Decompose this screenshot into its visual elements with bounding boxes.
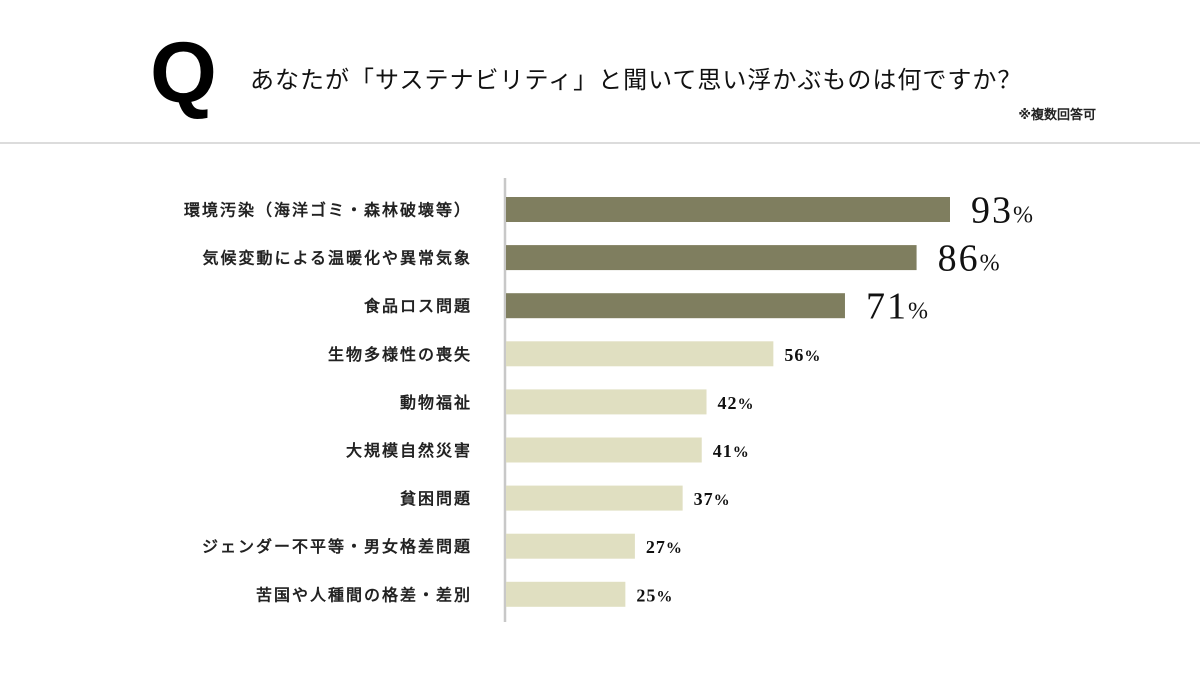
- divider: [0, 142, 1200, 144]
- value-unit: %: [733, 444, 750, 461]
- category-label: 生物多様性の喪失: [328, 345, 472, 364]
- value-number: 71: [866, 286, 908, 328]
- bar: [506, 581, 626, 607]
- value-unit: %: [666, 540, 683, 557]
- value-unit: %: [1013, 203, 1035, 229]
- bar: [506, 437, 702, 463]
- value-label: 93%: [971, 190, 1035, 232]
- category-label: 大規模自然災害: [346, 441, 472, 460]
- value-label: 86%: [938, 238, 1002, 280]
- value-number: 25: [636, 585, 656, 605]
- value-number: 56: [784, 345, 804, 365]
- multiple-answer-note: ※複数回答可: [1018, 108, 1096, 123]
- value-number: 37: [694, 489, 714, 509]
- value-unit: %: [714, 492, 731, 509]
- category-label: ジェンダー不平等・男女格差問題: [202, 537, 472, 556]
- value-number: 86: [938, 238, 980, 280]
- value-label: 37%: [694, 489, 731, 509]
- value-number: 27: [646, 537, 666, 557]
- value-label: 56%: [784, 345, 821, 365]
- value-label: 41%: [713, 441, 750, 461]
- value-number: 42: [718, 393, 738, 413]
- category-label: 動物福祉: [400, 393, 472, 412]
- category-label: 食品ロス問題: [363, 297, 472, 316]
- value-unit: %: [804, 348, 821, 365]
- value-unit: %: [908, 299, 930, 325]
- bar: [506, 197, 950, 222]
- value-label: 27%: [646, 537, 683, 557]
- question-title: あなたが「サステナビリティ」と聞いて思い浮かぶものは何ですか？: [250, 66, 1023, 94]
- category-label: 環境汚染（海洋ゴミ・森林破壊等）: [184, 201, 472, 220]
- value-unit: %: [656, 588, 673, 605]
- value-unit: %: [980, 251, 1002, 277]
- value-unit: %: [738, 396, 755, 413]
- category-label: 苦国や人種間の格差・差別: [256, 585, 472, 604]
- q-mark: Q: [150, 25, 217, 121]
- bar: [506, 245, 917, 271]
- bar: [506, 293, 845, 319]
- value-number: 41: [713, 441, 733, 461]
- bar: [506, 389, 707, 415]
- value-label: 71%: [866, 286, 930, 328]
- bar: [506, 533, 635, 559]
- bar: [506, 485, 683, 511]
- value-label: 42%: [718, 393, 755, 413]
- bar: [506, 341, 774, 367]
- category-label: 気候変動による温暖化や異常気象: [202, 249, 472, 268]
- value-number: 93: [971, 190, 1013, 232]
- category-label: 貧困問題: [400, 489, 472, 508]
- value-label: 25%: [636, 585, 673, 605]
